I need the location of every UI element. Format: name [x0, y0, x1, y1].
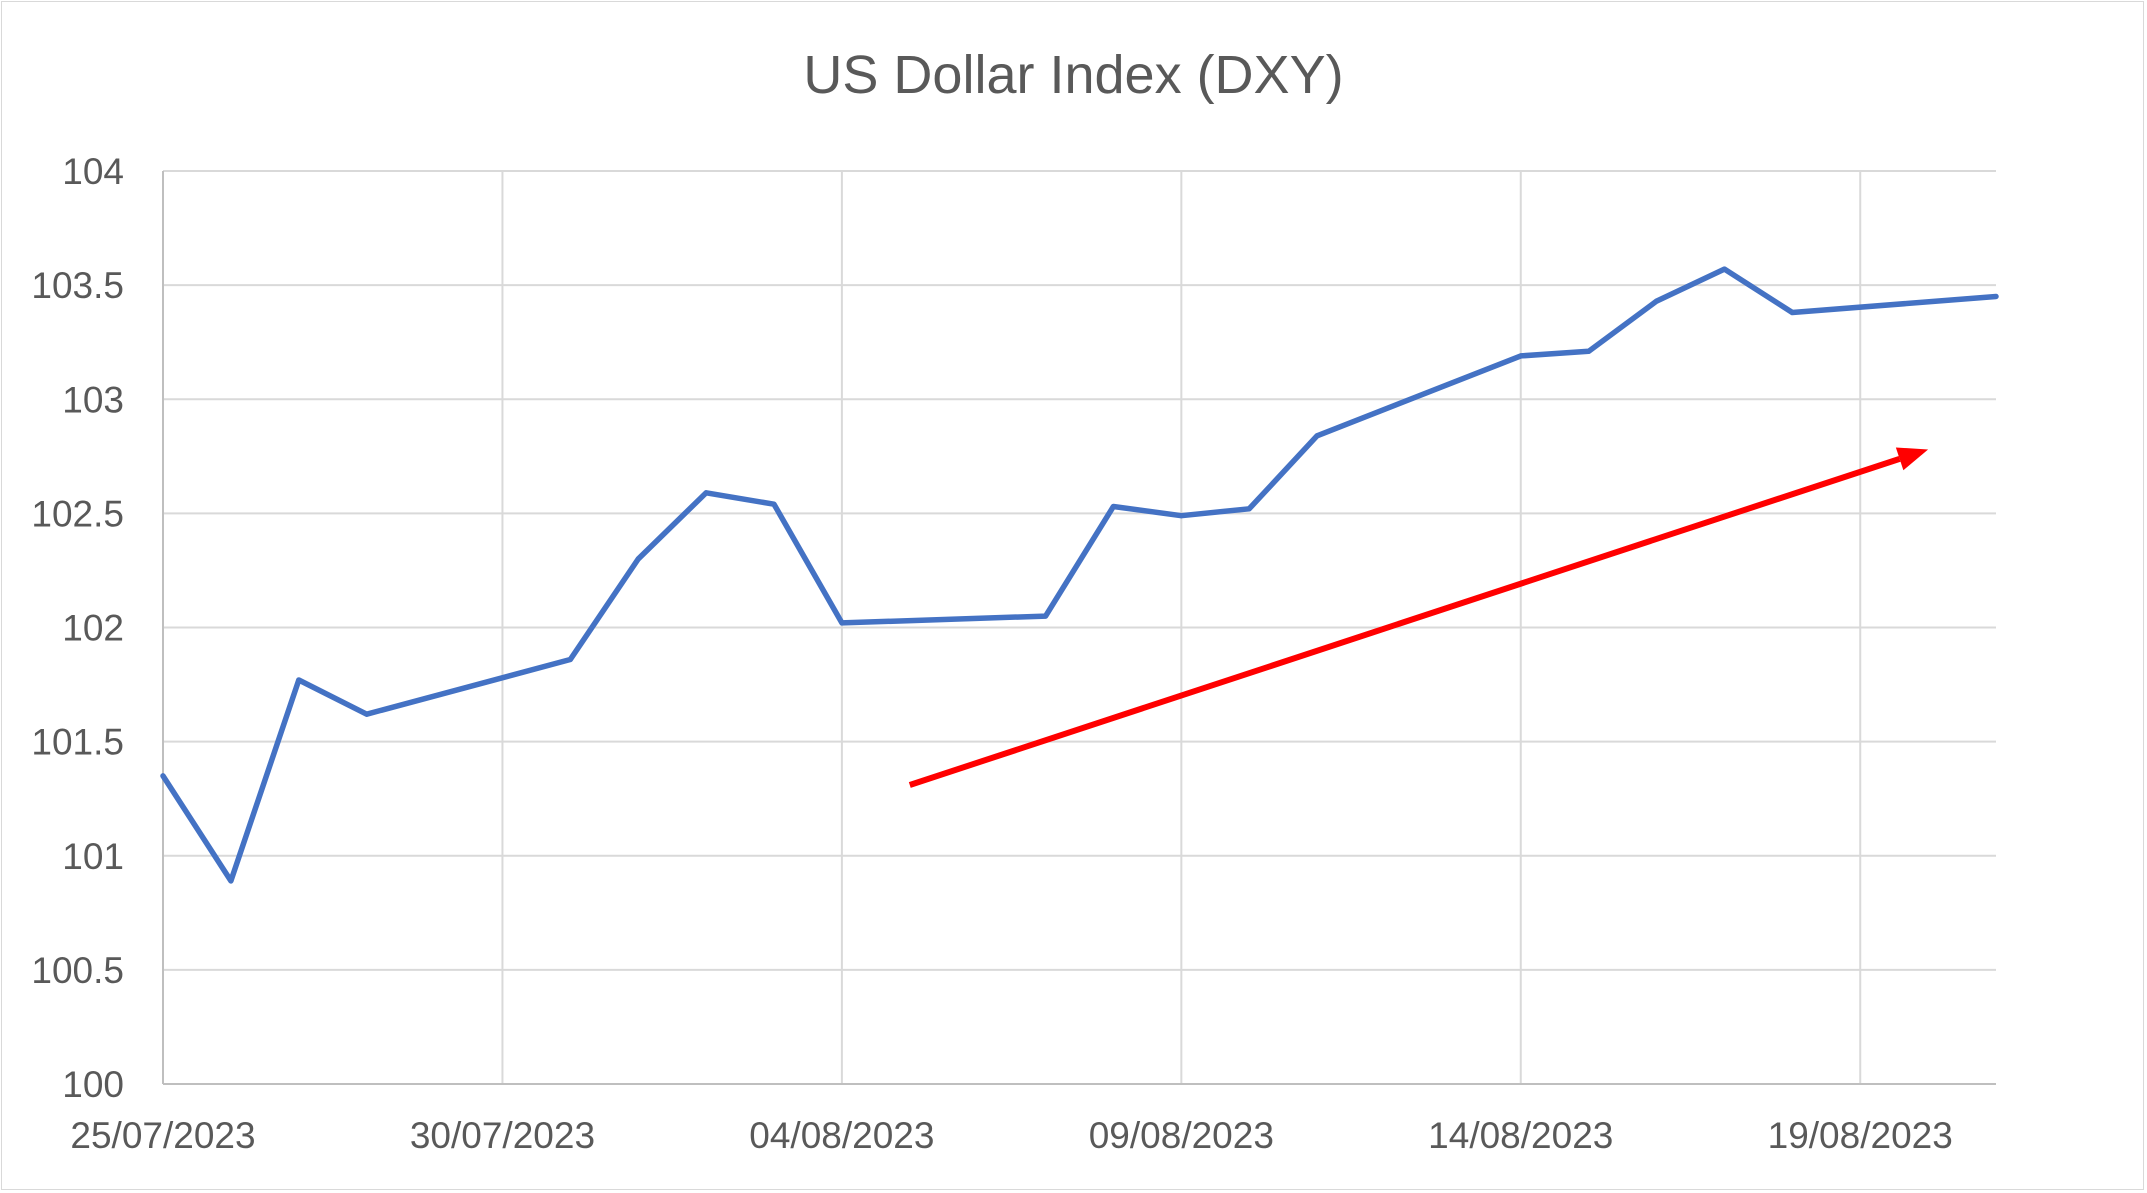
gridlines	[163, 170, 1996, 1084]
axes	[162, 171, 1996, 1085]
x-tick-label: 09/08/2023	[1089, 1115, 1274, 1156]
annotation-layer	[908, 447, 1929, 788]
data-point	[296, 677, 302, 683]
data-point	[1586, 348, 1592, 354]
x-tick-label: 14/08/2023	[1428, 1115, 1613, 1156]
data-point	[1993, 294, 1999, 300]
data-point	[771, 501, 777, 507]
chart-title: US Dollar Index (DXY)	[803, 45, 1344, 105]
y-tick-label: 103	[62, 379, 124, 420]
series-layer	[160, 266, 1999, 884]
y-tick-label: 101	[62, 836, 124, 877]
data-point	[839, 620, 845, 626]
data-point	[1518, 353, 1524, 359]
y-tick-label: 103.5	[31, 265, 124, 306]
data-point	[1721, 266, 1727, 272]
trend-arrow-line	[908, 456, 1901, 788]
y-tick-label: 101.5	[31, 722, 124, 763]
x-axis-tick-labels: 25/07/2023 30/07/2023 04/08/2023 09/08/2023…	[70, 1115, 1952, 1156]
data-point	[1178, 513, 1184, 519]
data-point	[1314, 433, 1320, 439]
data-point	[160, 773, 166, 779]
y-tick-label: 102	[62, 608, 124, 649]
data-point	[567, 656, 573, 662]
x-tick-label: 04/08/2023	[749, 1115, 934, 1156]
y-tick-label: 100	[62, 1064, 124, 1105]
data-point	[1110, 504, 1116, 510]
data-point	[1654, 298, 1660, 304]
data-point	[635, 556, 641, 562]
y-axis-tick-labels: 100 100.5 101 101.5 102 102.5 103 103.5 104	[31, 151, 124, 1105]
x-tick-label: 19/08/2023	[1768, 1115, 1953, 1156]
data-point	[364, 711, 370, 717]
data-point	[1246, 506, 1252, 512]
data-point	[1043, 613, 1049, 619]
x-tick-label: 25/07/2023	[70, 1115, 255, 1156]
trend-arrow-head	[1895, 447, 1929, 471]
data-point	[1789, 310, 1795, 316]
y-tick-label: 104	[62, 151, 124, 192]
y-tick-label: 100.5	[31, 950, 124, 991]
x-tick-label: 30/07/2023	[410, 1115, 595, 1156]
data-point	[703, 490, 709, 496]
data-point	[228, 878, 234, 884]
series-line	[160, 266, 1999, 884]
y-tick-label: 102.5	[31, 493, 124, 534]
